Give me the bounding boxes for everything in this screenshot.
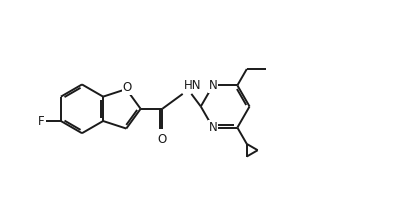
Text: O: O (122, 81, 132, 94)
Text: N: N (209, 121, 217, 134)
Text: HN: HN (183, 79, 201, 92)
Text: O: O (158, 133, 167, 146)
Text: N: N (209, 79, 217, 92)
Text: F: F (38, 114, 44, 128)
